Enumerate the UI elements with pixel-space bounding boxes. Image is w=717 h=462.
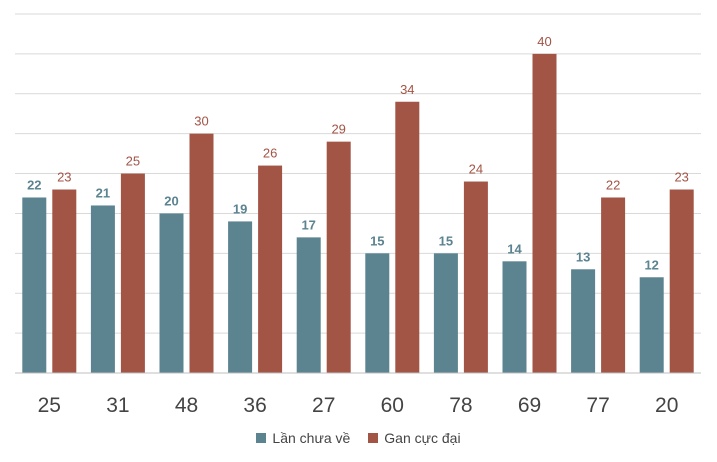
bar-gan-cuc-dai-25 bbox=[52, 189, 77, 373]
bar-lan-chua-ve-27 bbox=[296, 237, 321, 373]
x-tick-label: 78 bbox=[449, 394, 472, 417]
data-label-lan-chua-ve: 17 bbox=[301, 217, 315, 232]
data-label-gan-cuc-dai: 25 bbox=[126, 154, 140, 169]
data-label-gan-cuc-dai: 30 bbox=[194, 114, 208, 129]
data-label-lan-chua-ve: 15 bbox=[370, 233, 384, 248]
bar-lan-chua-ve-36 bbox=[228, 221, 253, 373]
x-tick-label: 77 bbox=[586, 394, 609, 417]
bar-lan-chua-ve-20 bbox=[639, 277, 664, 373]
legend-swatch-lan-chua-ve bbox=[256, 433, 267, 443]
bar-lan-chua-ve-31 bbox=[90, 205, 115, 373]
data-label-lan-chua-ve: 12 bbox=[644, 257, 658, 272]
legend-item-lan-chua-ve: Lần chưa về bbox=[256, 430, 350, 446]
data-label-gan-cuc-dai: 40 bbox=[537, 34, 551, 49]
bar-gan-cuc-dai-78 bbox=[463, 181, 488, 373]
bar-lan-chua-ve-69 bbox=[502, 261, 527, 373]
x-tick-label: 27 bbox=[312, 394, 335, 417]
bar-lan-chua-ve-78 bbox=[433, 253, 458, 373]
bar-gan-cuc-dai-60 bbox=[395, 101, 420, 373]
legend-label-gan-cuc-dai: Gan cực đại bbox=[384, 430, 461, 446]
bar-lan-chua-ve-60 bbox=[365, 253, 390, 373]
data-label-lan-chua-ve: 21 bbox=[96, 185, 110, 200]
x-axis-tick-labels: 25 31 48 36 27 60 78 69 77 20 bbox=[38, 394, 679, 417]
data-label-lan-chua-ve: 20 bbox=[164, 193, 178, 208]
bar-lan-chua-ve-25 bbox=[22, 197, 47, 373]
data-labels: 22 23 21 25 20 30 19 26 17 29 15 34 15 24 14 40 13 22 12 23 bbox=[27, 34, 689, 272]
data-label-gan-cuc-dai: 26 bbox=[263, 146, 277, 161]
data-label-lan-chua-ve: 15 bbox=[439, 233, 453, 248]
x-tick-label: 60 bbox=[381, 394, 404, 417]
bar-gan-cuc-dai-27 bbox=[326, 141, 351, 373]
data-label-gan-cuc-dai: 24 bbox=[469, 162, 483, 177]
legend-item-gan-cuc-dai: Gan cực đại bbox=[368, 430, 461, 446]
bar-lan-chua-ve-77 bbox=[571, 269, 596, 373]
data-label-gan-cuc-dai: 34 bbox=[400, 82, 414, 97]
bar-lan-chua-ve-48 bbox=[159, 213, 184, 373]
data-label-gan-cuc-dai: 22 bbox=[606, 177, 620, 192]
data-label-gan-cuc-dai: 29 bbox=[331, 122, 345, 137]
bar-gan-cuc-dai-36 bbox=[258, 165, 283, 373]
x-tick-label: 25 bbox=[38, 394, 61, 417]
gridlines bbox=[15, 13, 701, 334]
series-lan-chua-ve bbox=[22, 197, 664, 373]
bar-gan-cuc-dai-77 bbox=[601, 197, 626, 373]
bar-gan-cuc-dai-69 bbox=[532, 53, 557, 374]
legend: Lần chưa về Gan cực đại bbox=[0, 430, 717, 446]
data-label-lan-chua-ve: 22 bbox=[27, 177, 41, 192]
data-label-gan-cuc-dai: 23 bbox=[57, 170, 71, 185]
data-label-lan-chua-ve: 19 bbox=[233, 201, 247, 216]
data-label-lan-chua-ve: 13 bbox=[576, 249, 590, 264]
data-label-gan-cuc-dai: 23 bbox=[674, 170, 688, 185]
x-tick-label: 69 bbox=[518, 394, 541, 417]
x-tick-label: 20 bbox=[655, 394, 678, 417]
bar-gan-cuc-dai-20 bbox=[669, 189, 694, 373]
bar-gan-cuc-dai-31 bbox=[120, 173, 145, 373]
bar-gan-cuc-dai-48 bbox=[189, 133, 214, 373]
x-tick-label: 31 bbox=[106, 394, 129, 417]
legend-label-lan-chua-ve: Lần chưa về bbox=[272, 430, 351, 446]
legend-swatch-gan-cuc-dai bbox=[368, 433, 379, 443]
data-label-lan-chua-ve: 14 bbox=[507, 241, 522, 256]
x-tick-label: 48 bbox=[175, 394, 198, 417]
x-tick-label: 36 bbox=[243, 394, 266, 417]
series-gan-cuc-dai bbox=[52, 53, 694, 374]
